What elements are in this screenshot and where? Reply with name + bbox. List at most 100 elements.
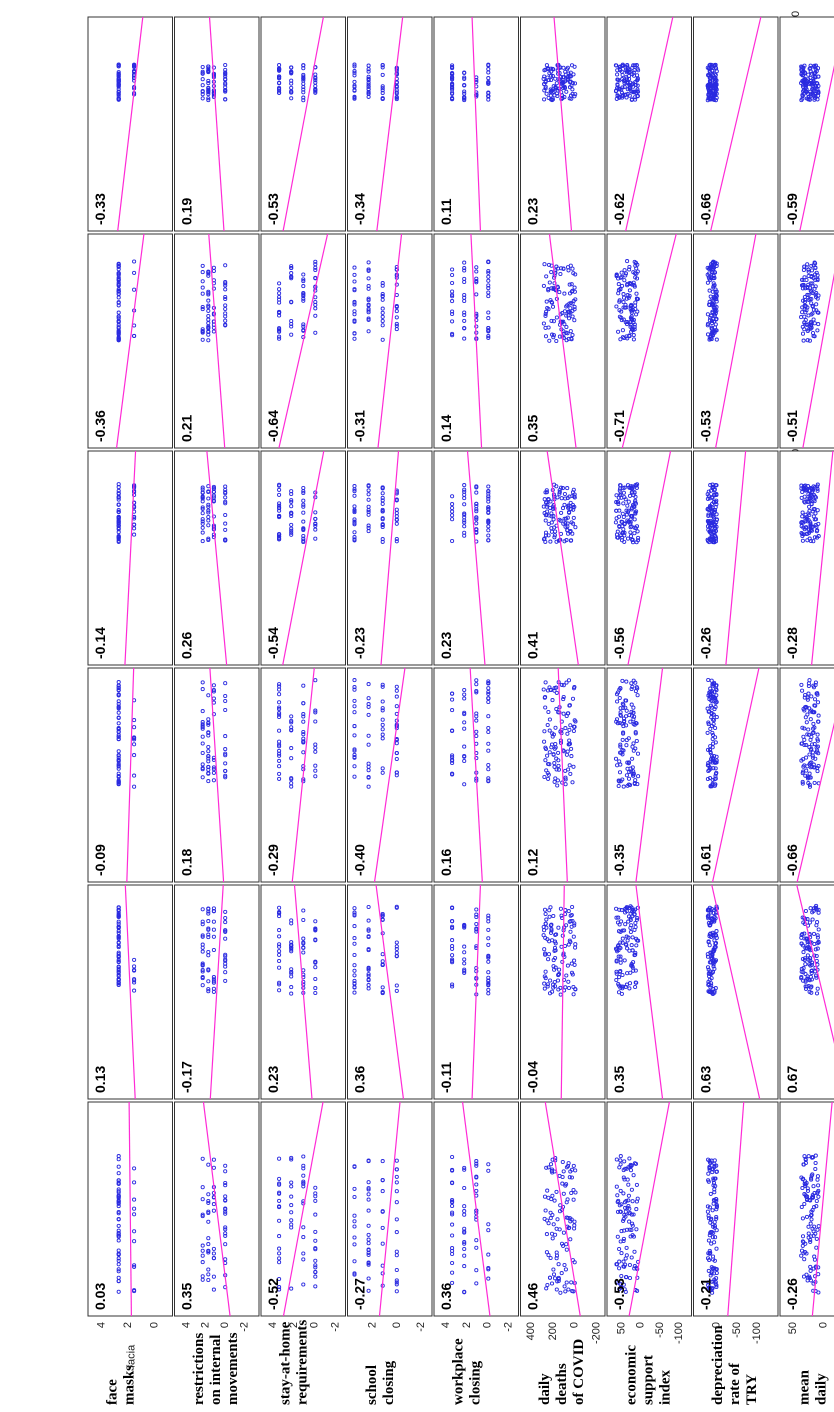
correlation-value: 0.67 (784, 1066, 800, 1093)
data-point (116, 919, 121, 924)
data-point (566, 268, 571, 273)
data-point (573, 942, 578, 947)
data-point (289, 499, 294, 504)
data-point (564, 313, 569, 318)
data-point (802, 264, 807, 269)
data-point (474, 1245, 479, 1250)
data-point (223, 698, 228, 704)
data-point (313, 1246, 318, 1251)
data-point (710, 777, 715, 782)
data-point (714, 1203, 719, 1208)
correlation-label: -0.14 (92, 627, 108, 659)
data-point (211, 1246, 216, 1251)
data-point (132, 1239, 137, 1244)
data-point (808, 1239, 813, 1244)
data-point (812, 697, 818, 702)
data-point (563, 775, 568, 780)
data-point (615, 68, 620, 73)
data-point (634, 485, 639, 490)
data-point (116, 1211, 121, 1216)
data-point (543, 976, 548, 981)
data-point (570, 288, 575, 293)
y-tick-text: 0 (569, 1322, 581, 1328)
data-point (313, 1265, 318, 1270)
data-point (632, 271, 637, 276)
regression-line (117, 16, 144, 232)
data-point (474, 1281, 479, 1286)
data-point (462, 950, 467, 955)
data-point (621, 1175, 626, 1180)
data-point (542, 947, 547, 952)
data-point (548, 93, 553, 98)
data-point (714, 1246, 719, 1251)
data-point (617, 1165, 622, 1170)
data-point (200, 726, 205, 731)
data-point (711, 934, 716, 939)
correlation-value: -0.53 (265, 193, 281, 225)
panel-4-4: 0.14 (433, 233, 519, 449)
data-point (277, 487, 282, 492)
data-point (116, 710, 121, 715)
data-point (551, 752, 556, 757)
data-point (552, 93, 557, 98)
data-point (301, 322, 306, 327)
data-point (206, 96, 211, 101)
data-point (803, 946, 808, 951)
data-point (562, 291, 567, 296)
data-point (709, 319, 715, 324)
data-point (553, 1232, 558, 1237)
data-point (352, 287, 357, 292)
data-point (802, 931, 807, 936)
data-point (550, 1212, 555, 1218)
data-point (616, 500, 621, 505)
data-point (568, 329, 573, 334)
data-point (805, 695, 810, 700)
data-point (542, 82, 547, 87)
data-point (462, 961, 467, 966)
data-point (554, 1226, 559, 1231)
data-point (289, 265, 294, 271)
data-point (567, 282, 572, 287)
data-point (712, 945, 717, 950)
data-point (563, 1267, 568, 1272)
data-point (200, 328, 205, 334)
data-point (613, 63, 618, 68)
data-point (562, 1262, 567, 1268)
data-point (223, 920, 228, 925)
data-point (462, 524, 467, 529)
data-point (301, 1163, 306, 1168)
data-point (548, 1162, 554, 1167)
data-point (549, 77, 554, 83)
data-point (543, 334, 549, 339)
data-point (554, 264, 559, 269)
data-point (394, 95, 399, 100)
data-point (633, 950, 638, 955)
data-point (803, 525, 808, 530)
data-point (633, 730, 638, 735)
data-point (560, 75, 565, 80)
data-point (462, 1185, 467, 1191)
data-point (394, 1158, 399, 1163)
correlation-label: 0.23 (265, 1066, 281, 1093)
data-point (568, 306, 573, 311)
data-point (816, 1290, 821, 1295)
data-point (714, 337, 719, 342)
data-point (313, 926, 318, 931)
data-point (707, 960, 712, 965)
data-point (620, 747, 625, 753)
data-point (554, 756, 559, 761)
correlation-value: -0.54 (265, 627, 281, 659)
data-point (200, 962, 205, 967)
data-point (618, 1188, 623, 1193)
correlation-value: 0.36 (352, 1066, 368, 1093)
data-point (380, 682, 385, 687)
data-point (622, 84, 627, 89)
data-point (634, 483, 639, 488)
correlation-value: -0.14 (92, 627, 108, 659)
data-point (561, 683, 566, 688)
data-point (622, 1177, 627, 1182)
correlation-label: -0.71 (611, 410, 627, 442)
data-point (636, 774, 641, 779)
data-point (301, 719, 306, 724)
data-point (211, 1287, 216, 1292)
